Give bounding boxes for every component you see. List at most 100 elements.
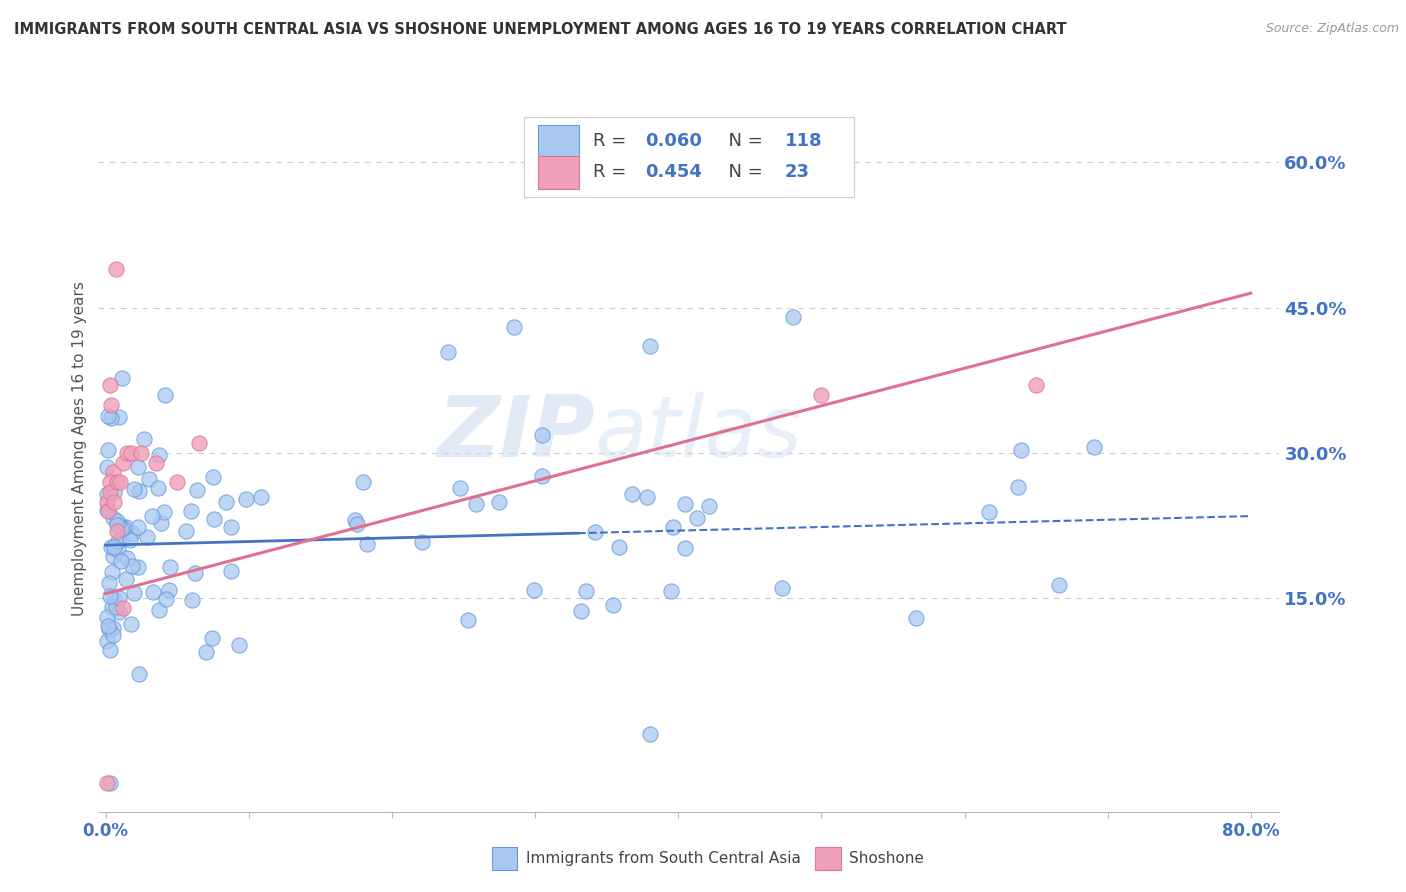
- Point: [108, 517, 131, 532]
- Point: [103, 494, 125, 508]
- Point: [96, 494, 118, 508]
- Point: [122, 482, 145, 496]
- Point: [121, 525, 143, 540]
- Text: Immigrants from South Central Asia: Immigrants from South Central Asia: [526, 851, 801, 866]
- Point: [127, 459, 149, 474]
- FancyBboxPatch shape: [523, 118, 855, 197]
- Point: [810, 388, 832, 402]
- Point: [100, 398, 122, 412]
- Text: N =: N =: [717, 132, 769, 150]
- Point: [142, 584, 165, 599]
- Point: [356, 537, 378, 551]
- Text: Shoshone: Shoshone: [849, 851, 924, 866]
- Point: [569, 604, 592, 618]
- Text: 0.454: 0.454: [645, 163, 702, 181]
- Text: 0.060: 0.060: [645, 132, 702, 150]
- Point: [111, 456, 134, 470]
- Point: [101, 510, 124, 524]
- Point: [219, 519, 242, 533]
- Point: [98, 589, 121, 603]
- Point: [96, 502, 118, 516]
- Point: [531, 428, 554, 442]
- Point: [100, 565, 122, 579]
- Point: [148, 481, 170, 495]
- Point: [128, 667, 150, 681]
- Point: [98, 475, 121, 490]
- Point: [1007, 480, 1029, 494]
- Point: [105, 518, 128, 533]
- Text: ZIP: ZIP: [437, 392, 595, 475]
- Point: [228, 638, 250, 652]
- Point: [122, 586, 145, 600]
- Text: Source: ZipAtlas.com: Source: ZipAtlas.com: [1265, 22, 1399, 36]
- Point: [97, 409, 120, 424]
- Point: [107, 605, 129, 619]
- Point: [115, 572, 138, 586]
- Point: [97, 504, 120, 518]
- Point: [530, 469, 553, 483]
- Point: [770, 581, 793, 595]
- Point: [155, 592, 177, 607]
- Point: [96, 459, 118, 474]
- Point: [103, 627, 125, 641]
- Point: [103, 541, 125, 555]
- Point: [101, 622, 124, 636]
- Point: [134, 432, 156, 446]
- Point: [502, 320, 524, 334]
- Point: [105, 514, 128, 528]
- Point: [97, 619, 120, 633]
- Point: [607, 541, 630, 555]
- Point: [114, 520, 136, 534]
- Point: [101, 466, 124, 480]
- Point: [108, 475, 131, 490]
- Point: [215, 495, 238, 509]
- Text: R =: R =: [593, 132, 633, 150]
- Text: N =: N =: [717, 163, 769, 181]
- Point: [98, 378, 121, 392]
- Point: [1010, 443, 1032, 458]
- Point: [602, 598, 624, 612]
- Point: [96, 634, 118, 648]
- Point: [100, 540, 122, 554]
- Point: [153, 388, 176, 402]
- Point: [131, 446, 153, 460]
- Point: [98, 484, 121, 499]
- Point: [465, 497, 488, 511]
- Point: [96, 775, 118, 789]
- Point: [620, 487, 643, 501]
- Point: [574, 584, 596, 599]
- Point: [117, 550, 139, 565]
- Point: [180, 504, 202, 518]
- Point: [661, 584, 683, 599]
- Point: [436, 345, 458, 359]
- Point: [105, 600, 128, 615]
- Point: [112, 521, 135, 535]
- Point: [128, 483, 150, 498]
- Point: [96, 487, 118, 501]
- Point: [98, 643, 121, 657]
- Point: [673, 541, 696, 556]
- Point: [202, 469, 225, 483]
- Point: [411, 535, 433, 549]
- Point: [166, 475, 188, 490]
- Point: [1025, 378, 1047, 392]
- Point: [108, 591, 131, 605]
- Point: [105, 475, 128, 490]
- Point: [107, 542, 129, 557]
- Text: atlas: atlas: [595, 392, 803, 475]
- Point: [104, 261, 127, 276]
- Point: [583, 524, 606, 539]
- Point: [186, 483, 208, 497]
- Point: [97, 442, 120, 457]
- Point: [105, 524, 128, 538]
- Point: [103, 484, 125, 499]
- Point: [120, 616, 142, 631]
- Point: [344, 513, 367, 527]
- Point: [127, 559, 149, 574]
- Point: [346, 517, 368, 532]
- Point: [138, 472, 160, 486]
- Point: [638, 727, 661, 741]
- Point: [118, 533, 141, 547]
- Point: [352, 475, 374, 490]
- Point: [135, 530, 157, 544]
